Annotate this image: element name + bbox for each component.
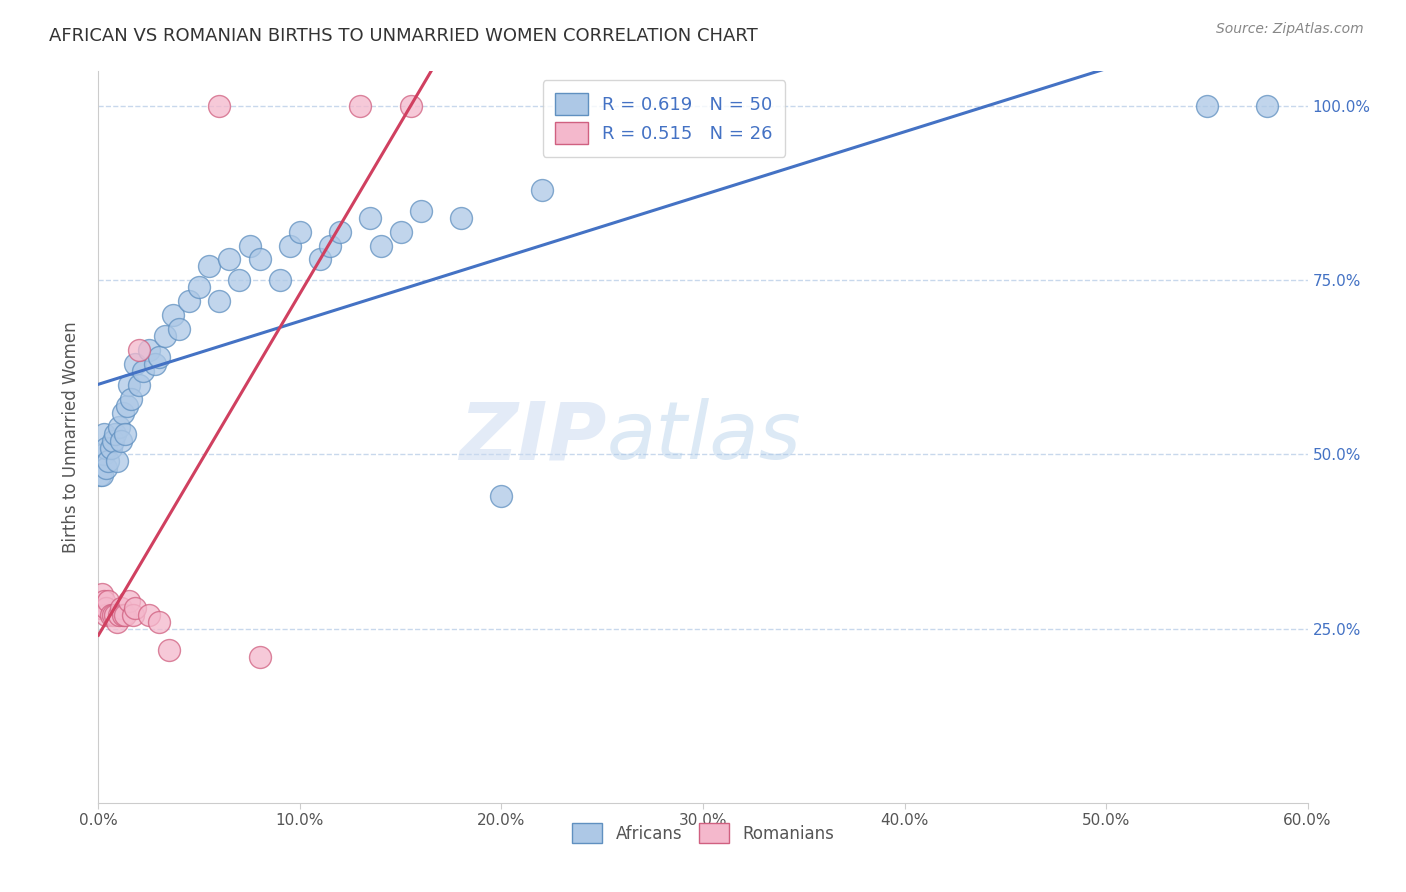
Point [179,294,201,309]
Point [309,252,332,267]
Point [97,594,120,608]
Point [105,454,128,468]
Point [360,211,382,225]
Point [121,607,143,622]
Point [269,273,291,287]
Point [124,357,146,371]
Point [143,357,166,371]
Point [153,329,176,343]
Point [105,615,128,629]
Point [208,99,231,113]
Point [218,252,240,267]
Point [249,252,271,267]
Y-axis label: Births to Unmarried Women: Births to Unmarried Women [62,321,80,553]
Point [389,225,412,239]
Point [148,615,170,629]
Point [110,434,132,448]
Point [198,260,221,274]
Point [409,203,432,218]
Point [101,434,124,448]
Point [530,183,553,197]
Point [138,343,160,357]
Text: AFRICAN VS ROMANIAN BIRTHS TO UNMARRIED WOMEN CORRELATION CHART: AFRICAN VS ROMANIAN BIRTHS TO UNMARRIED … [49,27,758,45]
Text: ZIP: ZIP [458,398,606,476]
Point [93,426,115,441]
Point [124,600,146,615]
Point [100,441,122,455]
Point [208,294,231,309]
Point [1256,99,1278,113]
Point [138,607,160,622]
Point [110,600,132,615]
Point [329,225,352,239]
Text: Source: ZipAtlas.com: Source: ZipAtlas.com [1216,22,1364,37]
Point [148,350,170,364]
Point [370,238,392,252]
Point [93,448,115,462]
Point [349,99,371,113]
Point [1195,99,1218,113]
Point [114,426,136,441]
Point [128,343,150,357]
Point [132,364,155,378]
Point [288,225,311,239]
Point [118,377,141,392]
Point [96,461,118,475]
Text: atlas: atlas [606,398,801,476]
Point [249,649,271,664]
Point [111,406,134,420]
Point [91,587,114,601]
Point [96,441,118,455]
Point [162,308,184,322]
Point [278,238,301,252]
Point [103,426,125,441]
Point [101,607,124,622]
Point [97,454,120,468]
Point [114,607,136,622]
Point [228,273,250,287]
Point [93,594,115,608]
Point [115,399,138,413]
Point [96,607,118,622]
Point [118,594,141,608]
Point [450,211,472,225]
Point [319,238,342,252]
Point [91,468,114,483]
Point [111,607,134,622]
Legend: Africans, Romanians: Africans, Romanians [558,810,848,856]
Point [128,377,150,392]
Point [96,600,118,615]
Point [157,642,180,657]
Point [91,600,114,615]
Point [188,280,211,294]
Point [239,238,262,252]
Point [103,607,125,622]
Point [167,322,190,336]
Point [107,419,129,434]
Point [89,600,111,615]
Point [100,607,122,622]
Point [491,489,513,503]
Point [120,392,142,406]
Point [399,99,422,113]
Point [107,607,129,622]
Point [89,468,111,483]
